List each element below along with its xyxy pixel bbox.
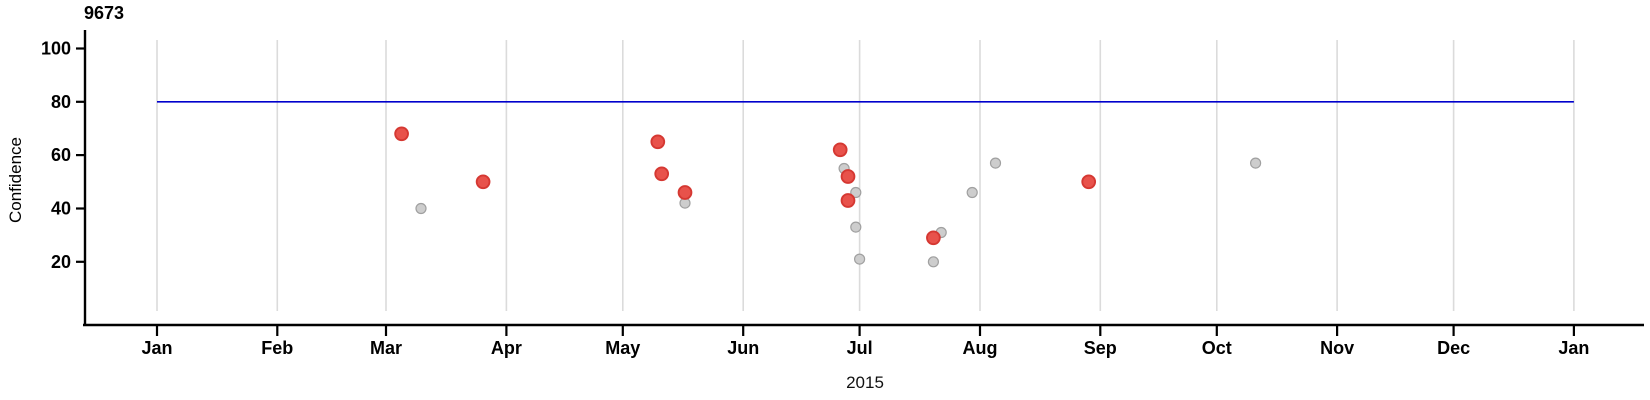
data-point-highlighted — [650, 134, 666, 150]
y-axis-tick-label: 100 — [41, 39, 71, 59]
chart-title: 9673 — [84, 3, 124, 23]
x-axis-tick-label: Dec — [1437, 338, 1470, 358]
x-axis-tick-label: May — [605, 338, 640, 358]
data-point-unflagged — [850, 221, 862, 233]
data-point-unflagged — [966, 186, 978, 199]
x-axis-tick-label: Aug — [963, 338, 998, 358]
data-point-unflagged — [415, 202, 427, 215]
x-axis-tick-label: Sep — [1084, 338, 1117, 358]
data-point-highlighted — [840, 169, 856, 184]
data-point-highlighted — [926, 230, 941, 246]
data-point-unflagged — [927, 256, 940, 268]
x-axis-tick-label: Mar — [370, 338, 402, 358]
y-axis-tick-label: 60 — [51, 145, 71, 165]
data-point-highlighted — [394, 126, 409, 142]
x-axis-tick-label: Jun — [727, 338, 759, 358]
data-point-unflagged — [853, 253, 866, 265]
data-point-unflagged — [850, 186, 862, 199]
data-point-highlighted — [654, 166, 670, 182]
data-point-unflagged — [1249, 157, 1262, 169]
y-axis-title: Confidence — [6, 137, 25, 223]
y-axis-tick-label: 80 — [51, 92, 71, 112]
data-points-layer — [394, 126, 1262, 268]
axes-layer: 20 40 60 80 100 Jan Feb Mar Apr May Jun Jul Aug Sep Oc… — [41, 30, 1644, 358]
data-point-highlighted — [475, 174, 491, 190]
y-axis-tick-label: 40 — [51, 199, 71, 219]
x-axis-title: 2015 — [846, 373, 884, 392]
x-axis-tick-label: Feb — [261, 338, 293, 358]
gridline-layer — [156, 40, 1575, 311]
x-axis-tick-label: Apr — [491, 338, 522, 358]
data-point-unflagged — [989, 157, 1002, 169]
x-axis-tick-label: Jan — [141, 338, 172, 358]
x-axis-tick-label: Nov — [1320, 338, 1354, 358]
x-axis-tick-label: Oct — [1202, 338, 1232, 358]
x-axis-tick-label: Jan — [1558, 338, 1589, 358]
x-axis-tick-label: Jul — [847, 338, 873, 358]
data-point-highlighted — [677, 185, 693, 200]
data-point-highlighted — [840, 193, 856, 208]
data-point-highlighted — [832, 142, 848, 158]
y-axis-tick-label: 20 — [51, 252, 71, 272]
data-point-highlighted — [1081, 174, 1097, 190]
